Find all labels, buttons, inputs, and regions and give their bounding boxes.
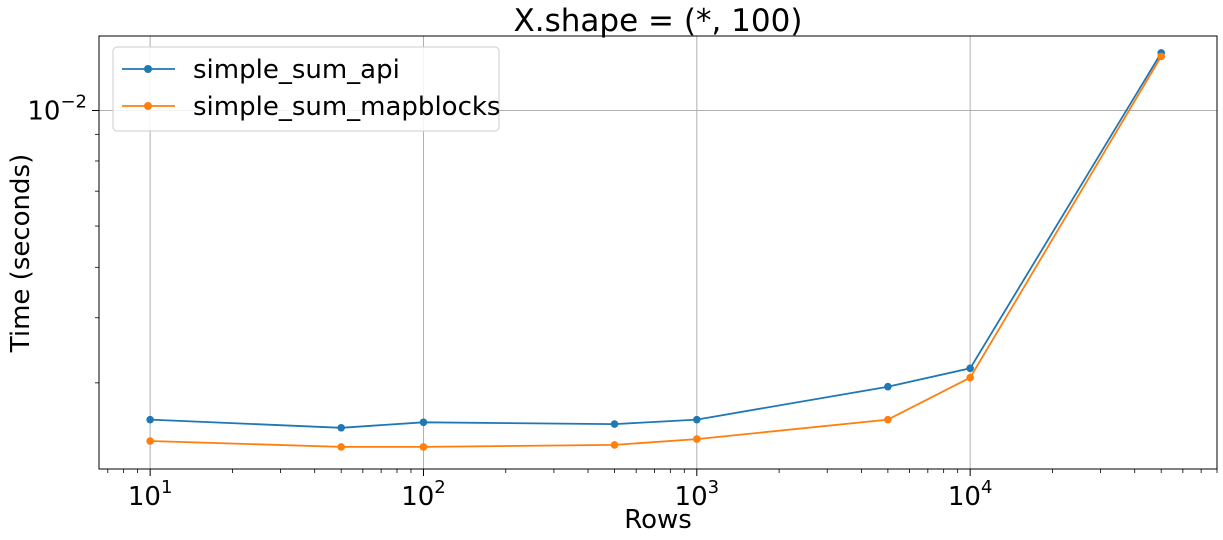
x-tick-exponent: 3	[708, 477, 719, 498]
x-tick-label: 103	[675, 477, 720, 512]
x-tick-label: 104	[948, 477, 993, 512]
x-tick-exponent: 4	[981, 477, 992, 498]
x-tick-exponent: 2	[434, 477, 445, 498]
x-tick-base: 10	[401, 482, 434, 512]
series-line-simple-sum-mapblocks	[150, 55, 1162, 448]
legend-frame	[112, 46, 500, 132]
data-point-simple-sum-api	[146, 415, 154, 424]
data-point-simple-sum-mapblocks	[610, 441, 619, 449]
legend-marker-simple-sum-api	[144, 65, 152, 73]
plot-frame	[98, 35, 1218, 470]
data-point-simple-sum-mapblocks	[419, 443, 428, 451]
x-tick-label: 102	[401, 477, 446, 512]
x-tick-base: 10	[128, 482, 161, 512]
legend-label-simple-sum-api: simple_sum_api	[193, 55, 400, 85]
series-line-simple-sum-api	[150, 52, 1162, 429]
y-tick-base: 10	[27, 96, 60, 126]
data-point-simple-sum-api	[884, 382, 892, 391]
data-point-simple-sum-api	[693, 415, 701, 424]
data-point-simple-sum-api	[337, 423, 345, 432]
data-point-simple-sum-mapblocks	[146, 437, 154, 445]
data-point-simple-sum-mapblocks	[1157, 52, 1166, 61]
legend: simple_sum_api simple_sum_mapblocks	[112, 46, 500, 132]
y-tick-exponent: −2	[60, 91, 87, 112]
data-point-simple-sum-api	[419, 418, 428, 427]
data-point-simple-sum-mapblocks	[337, 443, 345, 451]
x-axis-label: Rows	[624, 505, 692, 535]
y-axis-label: Time (seconds)	[6, 154, 36, 353]
data-point-simple-sum-api	[610, 420, 619, 428]
x-tick-exponent: 1	[161, 477, 172, 498]
x-tick-base: 10	[675, 482, 708, 512]
series-layer	[146, 49, 1166, 451]
x-tick-label: 101	[128, 477, 173, 512]
data-point-simple-sum-mapblocks	[966, 373, 974, 382]
data-point-simple-sum-mapblocks	[884, 415, 892, 424]
legend-label-simple-sum-mapblocks: simple_sum_mapblocks	[193, 92, 500, 122]
data-point-simple-sum-api	[966, 364, 974, 373]
chart-title: X.shape = (*, 100)	[514, 3, 803, 39]
legend-marker-simple-sum-mapblocks	[144, 102, 152, 110]
x-tick-base: 10	[948, 482, 981, 512]
y-tick-label: 10−2	[27, 91, 87, 126]
data-point-simple-sum-mapblocks	[693, 435, 701, 443]
